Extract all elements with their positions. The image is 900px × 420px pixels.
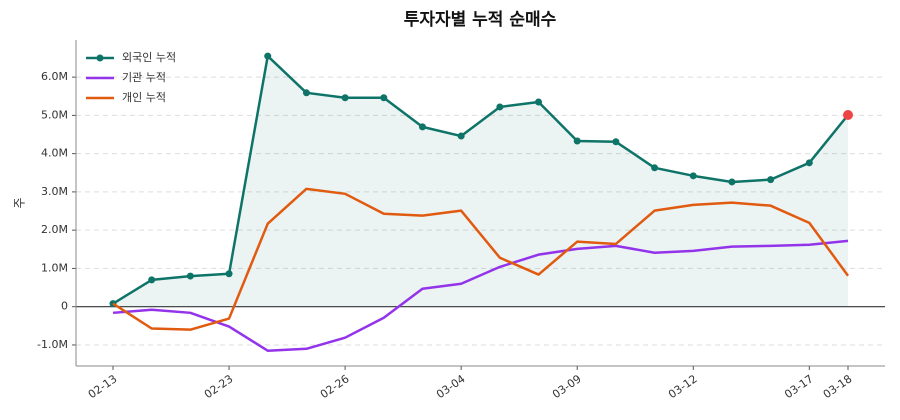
y-tick-label: 3.0M: [41, 185, 68, 198]
x-tick-label: 03-04: [434, 372, 468, 401]
point: [535, 98, 543, 106]
x-tick-label: 03-12: [666, 372, 700, 401]
point: [612, 138, 620, 146]
line: [112, 187, 850, 331]
y-tick-label: -1.0M: [37, 338, 68, 351]
point: [225, 270, 233, 278]
x-tick-label: 02-13: [86, 372, 120, 401]
area: [113, 56, 848, 307]
y-tick-label: 4.0M: [41, 147, 68, 160]
legend-marker: [96, 54, 104, 62]
point: [573, 137, 581, 145]
legend-label: 기관 누적: [122, 71, 166, 84]
y-tick-label: 0: [61, 300, 68, 313]
x-tick-label: 03-17: [782, 372, 816, 401]
y-axis-label: 주: [13, 197, 27, 208]
y-tick-label: 1.0M: [41, 261, 68, 274]
point: [651, 164, 659, 172]
line: [112, 239, 849, 352]
point: [341, 94, 349, 102]
legend-label: 외국인 누적: [122, 51, 176, 64]
point: [767, 176, 775, 184]
x-tick-label: 03-09: [550, 372, 584, 401]
x-tick-label: 03-18: [821, 372, 855, 401]
point: [418, 123, 426, 131]
point: [689, 172, 697, 180]
legend-label: 개인 누적: [122, 91, 166, 104]
line: [112, 54, 849, 305]
point: [148, 276, 156, 284]
y-tick-label: 2.0M: [41, 223, 68, 236]
point: [728, 178, 736, 186]
point: [302, 89, 310, 97]
y-tick-label: 5.0M: [41, 108, 68, 121]
y-tick-label: 6.0M: [41, 70, 68, 83]
point: [186, 272, 194, 280]
point: [264, 52, 272, 60]
chart-title: 투자자별 누적 순매수: [404, 10, 557, 30]
x-tick-label: 02-26: [318, 372, 352, 401]
point: [457, 132, 465, 140]
point: [805, 159, 813, 167]
x-tick-label: 02-23: [202, 372, 236, 401]
point: [496, 103, 504, 111]
point: [380, 94, 388, 102]
point: [843, 109, 853, 120]
